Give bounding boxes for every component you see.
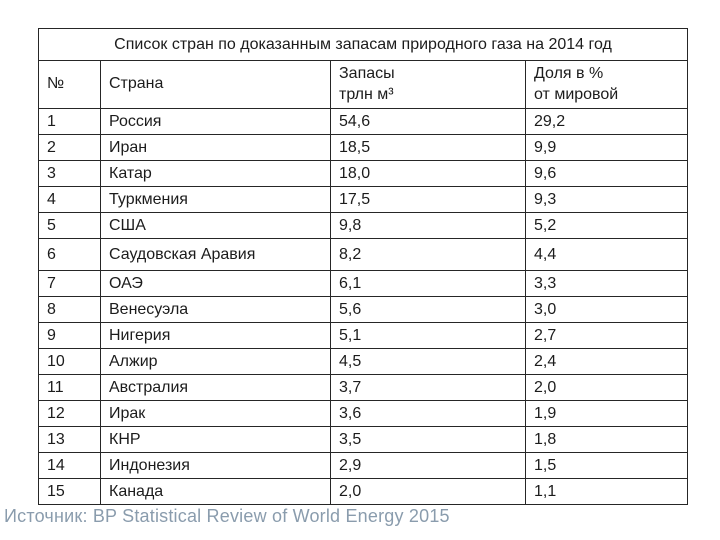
table-header-row: № Страна Запасы трлн м³ Доля в % от миро… bbox=[38, 60, 689, 109]
cell-country: ОАЭ bbox=[100, 270, 331, 297]
cell-share: 4,4 bbox=[524, 238, 689, 271]
table-row: 4 Туркмения 17,5 9,3 bbox=[38, 186, 689, 213]
cell-share: 1,5 bbox=[524, 452, 689, 479]
cell-country: Индонезия bbox=[100, 452, 331, 479]
cell-share: 1,1 bbox=[524, 478, 689, 505]
cell-num: 8 bbox=[38, 296, 101, 323]
col-header-num: № bbox=[38, 60, 101, 109]
table-row: 14 Индонезия 2,9 1,5 bbox=[38, 452, 689, 479]
col-header-reserves-line1: Запасы bbox=[339, 64, 395, 82]
cell-share: 1,9 bbox=[524, 400, 689, 427]
cell-share: 3,0 bbox=[524, 296, 689, 323]
cell-country: Алжир bbox=[100, 348, 331, 375]
cell-share: 9,3 bbox=[524, 186, 689, 213]
table-row: 1 Россия 54,6 29,2 bbox=[38, 108, 689, 135]
table-row: 6 Саудовская Аравия 8,2 4,4 bbox=[38, 238, 689, 271]
table-row: 9 Нигерия 5,1 2,7 bbox=[38, 322, 689, 349]
cell-reserves: 8,2 bbox=[330, 238, 526, 271]
cell-country: США bbox=[100, 212, 331, 239]
cell-reserves: 3,6 bbox=[330, 400, 526, 427]
table-row: 7 ОАЭ 6,1 3,3 bbox=[38, 270, 689, 297]
cell-num: 9 bbox=[38, 322, 101, 349]
table-row: 11 Австралия 3,7 2,0 bbox=[38, 374, 689, 401]
cell-reserves: 2,0 bbox=[330, 478, 526, 505]
table-title-row: Список стран по доказанным запасам приро… bbox=[37, 28, 689, 61]
table-row: 15 Канада 2,0 1,1 bbox=[38, 478, 689, 505]
cell-num: 15 bbox=[38, 478, 101, 505]
cell-reserves: 9,8 bbox=[330, 212, 526, 239]
cell-country: Ирак bbox=[100, 400, 331, 427]
cell-country: Нигерия bbox=[100, 322, 331, 349]
col-header-share: Доля в % от мировой bbox=[524, 60, 689, 109]
cell-share: 29,2 bbox=[524, 108, 689, 135]
col-header-share-line2: от мировой bbox=[534, 85, 619, 103]
cell-reserves: 6,1 bbox=[330, 270, 526, 297]
cell-share: 1,8 bbox=[524, 426, 689, 453]
cell-reserves: 3,7 bbox=[330, 374, 526, 401]
cell-country: Катар bbox=[100, 160, 331, 187]
cell-num: 7 bbox=[38, 270, 101, 297]
cell-reserves: 18,0 bbox=[330, 160, 526, 187]
cell-reserves: 3,5 bbox=[330, 426, 526, 453]
cell-reserves: 18,5 bbox=[330, 134, 526, 161]
cell-reserves: 5,6 bbox=[330, 296, 526, 323]
col-header-share-line1: Доля в % bbox=[534, 64, 604, 82]
cell-share: 2,7 bbox=[524, 322, 689, 349]
cell-reserves: 5,1 bbox=[330, 322, 526, 349]
cell-country: Иран bbox=[100, 134, 331, 161]
cell-num: 1 bbox=[38, 108, 101, 135]
cell-num: 12 bbox=[38, 400, 101, 427]
cell-num: 10 bbox=[38, 348, 101, 375]
table-row: 3 Катар 18,0 9,6 bbox=[38, 160, 689, 187]
cell-share: 2,4 bbox=[524, 348, 689, 375]
cell-reserves: 2,9 bbox=[330, 452, 526, 479]
table-row: 10 Алжир 4,5 2,4 bbox=[38, 348, 689, 375]
cell-share: 9,9 bbox=[524, 134, 689, 161]
col-header-reserves: Запасы трлн м³ bbox=[330, 60, 526, 109]
cell-country: КНР bbox=[100, 426, 331, 453]
cell-reserves: 54,6 bbox=[330, 108, 526, 135]
source-caption: Источник: BP Statistical Review of World… bbox=[4, 506, 450, 526]
cell-num: 2 bbox=[38, 134, 101, 161]
cell-share: 5,2 bbox=[524, 212, 689, 239]
cell-share: 3,3 bbox=[524, 270, 689, 297]
cell-share: 2,0 bbox=[524, 374, 689, 401]
table-title: Список стран по доказанным запасам приро… bbox=[37, 28, 689, 61]
col-header-reserves-line2: трлн м³ bbox=[339, 85, 394, 103]
gas-reserves-table: Список стран по доказанным запасам приро… bbox=[37, 28, 689, 505]
table-row: 13 КНР 3,5 1,8 bbox=[38, 426, 689, 453]
cell-reserves: 4,5 bbox=[330, 348, 526, 375]
cell-num: 14 bbox=[38, 452, 101, 479]
cell-num: 4 bbox=[38, 186, 101, 213]
cell-country: Россия bbox=[100, 108, 331, 135]
cell-num: 13 bbox=[38, 426, 101, 453]
table-row: 12 Ирак 3,6 1,9 bbox=[38, 400, 689, 427]
cell-reserves: 17,5 bbox=[330, 186, 526, 213]
cell-country: Туркмения bbox=[100, 186, 331, 213]
cell-country: Венесуэла bbox=[100, 296, 331, 323]
cell-num: 11 bbox=[38, 374, 101, 401]
cell-num: 3 bbox=[38, 160, 101, 187]
cell-country: Саудовская Аравия bbox=[100, 238, 331, 271]
table-row: 2 Иран 18,5 9,9 bbox=[38, 134, 689, 161]
col-header-country: Страна bbox=[100, 60, 331, 109]
table-row: 8 Венесуэла 5,6 3,0 bbox=[38, 296, 689, 323]
cell-country: Канада bbox=[100, 478, 331, 505]
table-row: 5 США 9,8 5,2 bbox=[38, 212, 689, 239]
cell-num: 6 bbox=[38, 238, 101, 271]
cell-num: 5 bbox=[38, 212, 101, 239]
cell-country: Австралия bbox=[100, 374, 331, 401]
cell-share: 9,6 bbox=[524, 160, 689, 187]
